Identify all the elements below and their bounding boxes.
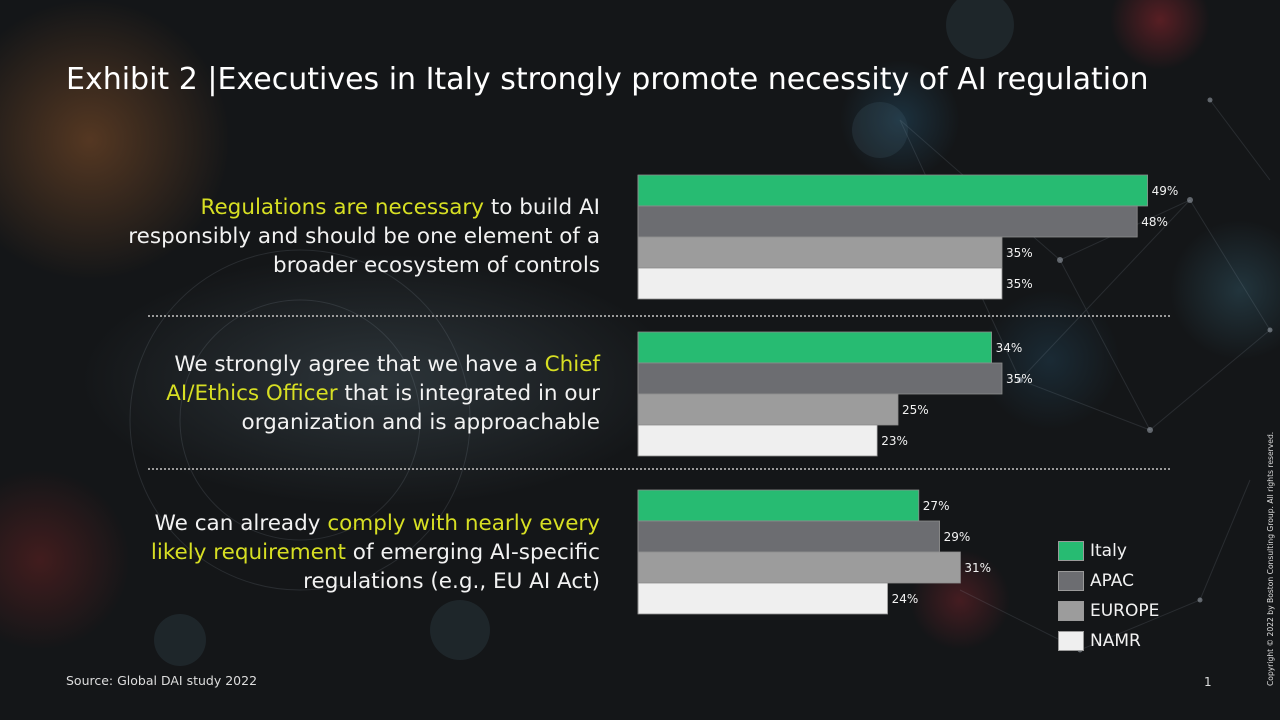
bar-italy-3: [637, 489, 920, 522]
bar-namr-2: [637, 424, 878, 457]
page-number: 1: [1204, 675, 1212, 689]
bar-europe-3: [637, 551, 961, 584]
legend-label: NAMR: [1090, 631, 1141, 651]
bar-europe-1: [637, 236, 1003, 269]
bar-europe-2: [637, 393, 899, 426]
legend-swatch: [1058, 571, 1084, 591]
legend-label: Italy: [1090, 541, 1127, 561]
bar-italy-2: [637, 331, 993, 364]
statement-comply-regulations: We can already comply with nearly every …: [120, 509, 600, 596]
statement-highlight: Regulations are necessary: [200, 195, 484, 220]
bar-apac-1: [637, 205, 1138, 238]
data-label: 27%: [923, 499, 950, 513]
legend-item-italy: Italy: [1058, 536, 1159, 566]
data-label: 35%: [1006, 246, 1033, 260]
data-label: 24%: [892, 592, 919, 606]
data-label: 25%: [902, 403, 929, 417]
data-label: 48%: [1141, 215, 1168, 229]
data-label: 35%: [1006, 372, 1033, 386]
source-note: Source: Global DAI study 2022: [66, 673, 258, 688]
bar-apac-3: [637, 520, 941, 553]
legend-item-europe: EUROPE: [1058, 596, 1159, 626]
statement-text: We strongly agree that we have a: [174, 352, 545, 377]
legend-item-apac: APAC: [1058, 566, 1159, 596]
legend-swatch: [1058, 601, 1084, 621]
statement-text: We can already: [154, 511, 328, 536]
bar-namr-3: [637, 582, 889, 615]
bar-apac-2: [637, 362, 1003, 395]
legend-label: EUROPE: [1090, 601, 1160, 621]
statement-highlight: comply with nearly every likely requirem…: [150, 511, 600, 565]
data-label: 35%: [1006, 277, 1033, 291]
statement-text: of emerging AI-specific regulations (e.g…: [303, 540, 600, 594]
bar-namr-1: [637, 267, 1003, 300]
legend-item-namr: NAMR: [1058, 626, 1159, 656]
data-label: 34%: [996, 341, 1023, 355]
statement-highlight: Chief AI/Ethics Officer: [166, 352, 600, 406]
statement-text: that is integrated in our organization a…: [241, 381, 600, 435]
copyright-notice: Copyright © 2022 by Boston Consulting Gr…: [1266, 431, 1275, 686]
chart-legend: Italy APAC EUROPE NAMR: [1058, 536, 1159, 656]
statement-text: to build AI responsibly and should be on…: [128, 195, 600, 278]
data-label: 49%: [1152, 184, 1179, 198]
data-label: 31%: [964, 561, 991, 575]
data-label: 23%: [881, 434, 908, 448]
legend-swatch: [1058, 631, 1084, 651]
data-label: 29%: [944, 530, 971, 544]
legend-label: APAC: [1090, 571, 1134, 591]
statement-chief-ethics-officer: We strongly agree that we have a Chief A…: [120, 350, 600, 437]
bar-italy-1: [637, 174, 1149, 207]
page-title: Exhibit 2 |Executives in Italy strongly …: [66, 62, 1149, 97]
statement-regulations-necessary: Regulations are necessary to build AI re…: [120, 193, 600, 280]
legend-swatch: [1058, 541, 1084, 561]
